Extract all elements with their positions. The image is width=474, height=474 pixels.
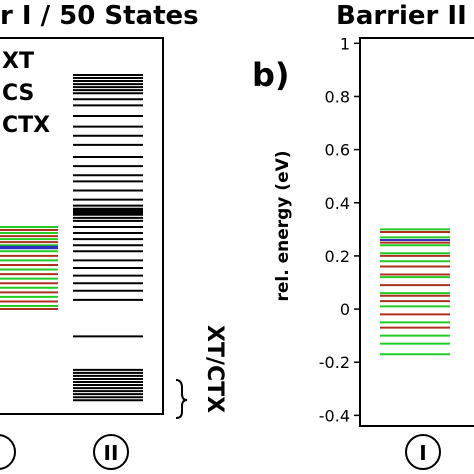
column-label-b-i: I	[405, 434, 441, 470]
legend-cs: CS	[2, 81, 34, 106]
panel-a: r I / 50 States XT CS CTX XT/CTX I II	[0, 1, 227, 470]
column-label-circle	[93, 434, 129, 470]
y-tick-label: 0.8	[325, 87, 350, 106]
panel-a-frame	[0, 37, 164, 415]
column-label-text: I	[0, 441, 2, 465]
y-tick-label: 1	[340, 34, 350, 53]
panel-a-title: r I / 50 States	[0, 1, 199, 31]
panel-b-title: Barrier II /	[336, 1, 474, 31]
column-label-circle	[0, 434, 16, 470]
bracket-label: XT/CTX	[202, 325, 227, 413]
column-label-a-i: I	[0, 434, 16, 470]
bracket	[175, 379, 188, 419]
y-axis-label: rel. energy (eV)	[273, 150, 293, 301]
column-label-circle	[405, 434, 441, 470]
panel-a-levels	[0, 73, 143, 402]
panel-b-letter: b)	[252, 56, 290, 94]
column-label-a-ii: II	[93, 434, 129, 470]
column-label-text: II	[104, 441, 119, 465]
legend-xt: XT	[2, 49, 34, 74]
y-tick-label: 0.6	[325, 141, 350, 160]
y-tick-label: 0.2	[325, 247, 350, 266]
y-tick-label: 0	[340, 300, 350, 319]
legend-ctx: CTX	[2, 113, 50, 138]
panel-b-frame	[359, 37, 474, 427]
y-tick-label: -0.2	[319, 353, 350, 372]
panel-b: b) Barrier II / rel. energy (eV) 1 0.8 0.6…	[252, 1, 474, 470]
y-tick-label: 0.4	[325, 194, 350, 213]
panel-b-levels	[380, 228, 450, 356]
y-axis-ticks: 1 0.8 0.6 0.4 0.2 0 -0.2 -0.4	[319, 34, 360, 425]
y-tick-label: -0.4	[319, 406, 350, 425]
column-label-text: I	[419, 441, 426, 465]
